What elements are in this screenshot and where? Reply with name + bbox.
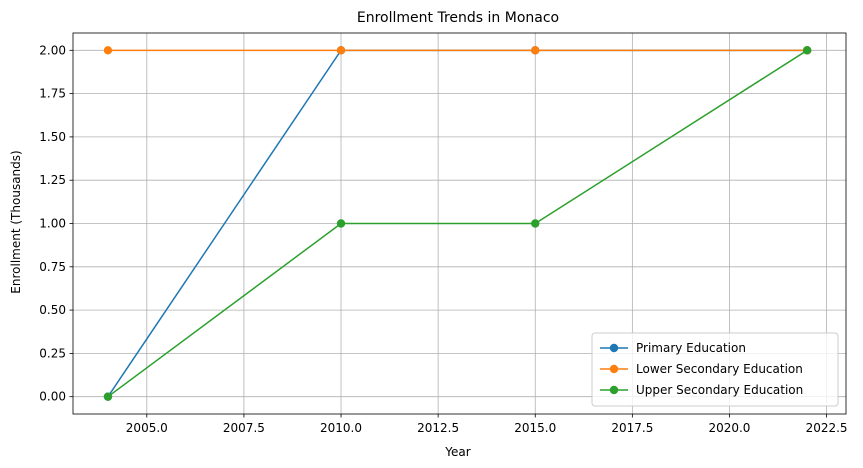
y-tick-label: 1.00 xyxy=(39,217,66,231)
data-point xyxy=(336,219,346,228)
x-tick-label: 2005.0 xyxy=(126,421,168,435)
y-tick-label: 0.75 xyxy=(39,260,66,274)
data-point xyxy=(531,46,540,55)
x-axis-label: Year xyxy=(444,445,470,459)
data-point xyxy=(531,219,540,228)
data-point xyxy=(103,46,113,55)
legend-item: Primary Education xyxy=(600,341,746,355)
y-tick-label: 1.50 xyxy=(39,130,66,144)
legend-item: Upper Secondary Education xyxy=(600,383,803,397)
legend-label: Upper Secondary Education xyxy=(636,383,803,397)
y-axis: 0.00 0.25 0.50 0.75 1.00 1.25 1.50 1.75 2.00 xyxy=(39,43,73,404)
y-tick-label: 1.25 xyxy=(39,173,66,187)
x-tick-label: 2010.0 xyxy=(320,421,362,435)
legend: Primary Education Lower Secondary Educati… xyxy=(591,332,839,407)
y-tick-label: 0.00 xyxy=(39,390,66,404)
x-tick-label: 2015.0 xyxy=(514,421,556,435)
series-line xyxy=(107,49,808,398)
legend-label: Primary Education xyxy=(636,341,746,355)
x-tick-label: 2012.5 xyxy=(417,421,459,435)
x-tick-label: 2020.0 xyxy=(708,421,750,435)
legend-label: Lower Secondary Education xyxy=(636,362,803,376)
legend-marker xyxy=(609,364,619,374)
y-tick-label: 2.00 xyxy=(39,43,66,57)
data-point xyxy=(802,46,812,55)
data-point xyxy=(336,46,346,55)
legend-item: Lower Secondary Education xyxy=(600,362,803,376)
legend-marker xyxy=(609,343,619,353)
legend-marker xyxy=(609,385,619,395)
series-upper-secondary-education xyxy=(103,46,812,401)
x-tick-label: 2017.5 xyxy=(611,421,653,435)
y-tick-label: 1.75 xyxy=(39,87,66,101)
data-point xyxy=(103,392,113,401)
legend-frame xyxy=(591,332,839,407)
x-tick-label: 2007.5 xyxy=(223,421,265,435)
chart-title: Enrollment Trends in Monaco xyxy=(357,10,559,26)
y-tick-label: 0.50 xyxy=(39,303,66,317)
series-lower-secondary-education xyxy=(103,46,812,55)
x-axis: 2005.0 2007.5 2010.0 2012.5 2015.0 2017.5 2020… xyxy=(126,414,848,435)
y-tick-label: 0.25 xyxy=(39,346,66,360)
y-axis-label: Enrollment (Thousands) xyxy=(9,150,23,293)
series-layer xyxy=(103,46,812,401)
x-tick-label: 2022.5 xyxy=(806,421,848,435)
